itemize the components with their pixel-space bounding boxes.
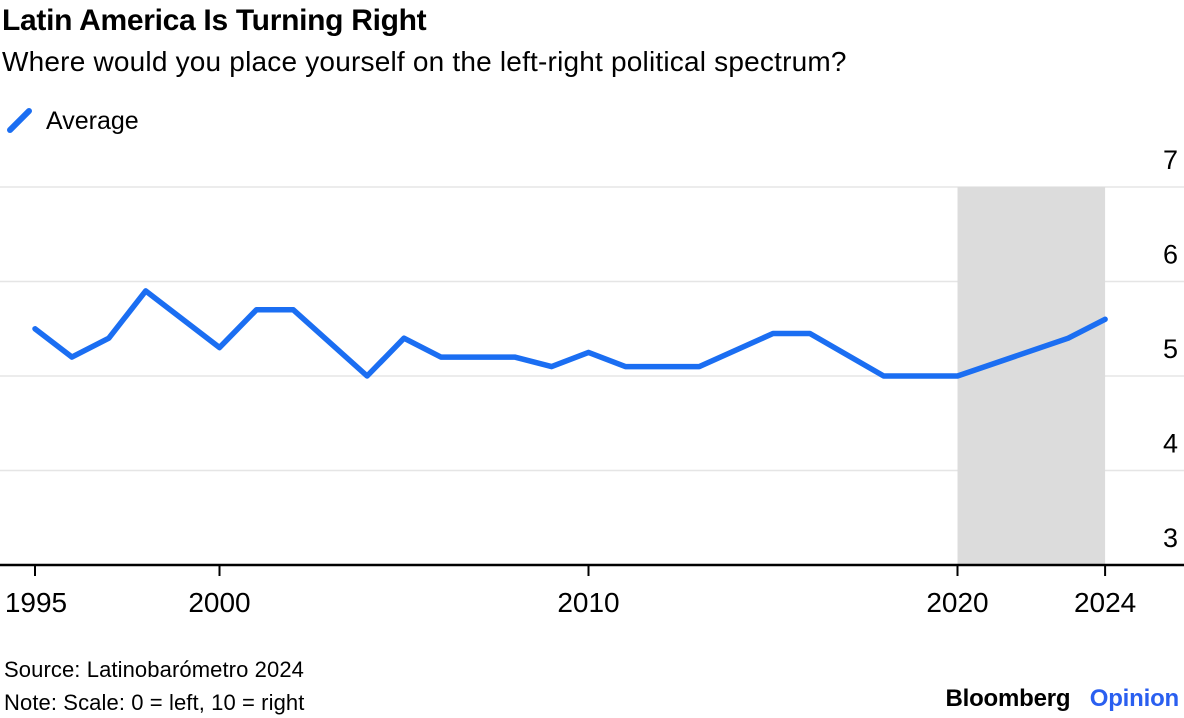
y-tick-label-3: 3 bbox=[1163, 523, 1178, 553]
chart-title: Latin America Is Turning Right bbox=[2, 4, 427, 37]
legend-label: Average bbox=[46, 106, 139, 135]
x-tick-label-1995: 1995 bbox=[5, 587, 67, 618]
legend: Average bbox=[5, 106, 139, 136]
line-chart: 1995 2000 2010 2020 2024 7 6 5 4 3 bbox=[0, 145, 1184, 618]
source-note: Source: Latinobarómetro 2024 Note: Scale… bbox=[4, 653, 304, 718]
y-tick-label-6: 6 bbox=[1163, 240, 1178, 270]
source-line: Source: Latinobarómetro 2024 bbox=[4, 657, 304, 682]
x-tick-label-2000: 2000 bbox=[188, 587, 250, 618]
note-line: Note: Scale: 0 = left, 10 = right bbox=[4, 690, 305, 715]
x-tick-label-2024: 2024 bbox=[1074, 587, 1136, 618]
legend-line-slash-icon bbox=[7, 108, 32, 133]
bloomberg-opinion-logo: Bloomberg Opinion bbox=[945, 685, 1179, 713]
y-tick-label-7: 7 bbox=[1163, 145, 1178, 175]
logo-unit: Opinion bbox=[1089, 685, 1179, 712]
x-tick-label-2010: 2010 bbox=[557, 587, 619, 618]
y-tick-label-4: 4 bbox=[1163, 429, 1178, 459]
y-tick-label-5: 5 bbox=[1163, 334, 1178, 364]
chart-subtitle: Where would you place yourself on the le… bbox=[2, 46, 847, 77]
logo-brand: Bloomberg bbox=[945, 685, 1071, 712]
average-line bbox=[32, 288, 1108, 379]
highlight-band bbox=[957, 187, 1106, 565]
x-tick-label-2020: 2020 bbox=[926, 587, 988, 618]
